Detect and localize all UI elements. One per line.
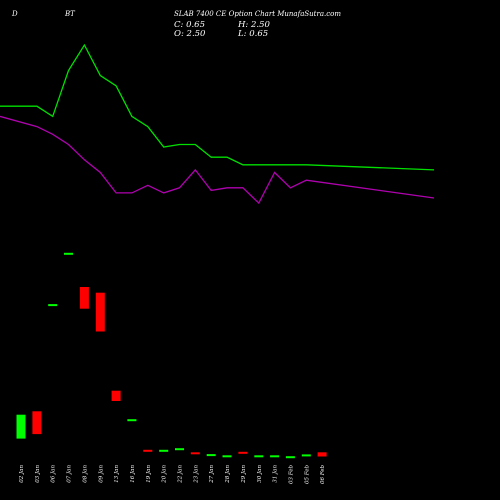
x-tick-label: 03 Feb xyxy=(288,465,294,485)
candle xyxy=(32,411,42,435)
x-tick-label: 30 Jan xyxy=(257,465,263,483)
green-line xyxy=(0,43,435,171)
x-tick-label: 28 Jan xyxy=(225,465,231,484)
x-tick-label: 06 Jan xyxy=(51,465,57,483)
candle xyxy=(317,452,327,457)
chart-title: SLAB 7400 CE Option Chart MunafaSutra.co… xyxy=(174,10,341,18)
candle xyxy=(254,455,264,458)
candle xyxy=(111,390,121,401)
candle xyxy=(190,452,200,455)
x-tick-label: 20 Jan xyxy=(162,465,168,484)
low-value: L: 0.65 xyxy=(238,29,269,39)
candle xyxy=(159,449,169,452)
candle xyxy=(222,455,232,458)
candle xyxy=(285,456,295,459)
x-tick-label: 19 Jan xyxy=(146,465,152,483)
x-tick-label: 05 Feb xyxy=(304,465,310,485)
open-value: O: 2.50 xyxy=(174,29,206,39)
x-tick-label: 13 Jan xyxy=(114,465,120,483)
candle xyxy=(206,454,216,457)
candle xyxy=(79,287,89,309)
candle xyxy=(16,414,26,439)
x-tick-label: 03 Jan xyxy=(35,465,41,483)
x-tick-label: 23 Jan xyxy=(193,465,199,484)
candles xyxy=(16,252,327,459)
x-tick-label: 06 Feb xyxy=(320,465,326,485)
candle xyxy=(270,455,280,458)
candle xyxy=(95,292,105,332)
x-tick-label: 27 Jan xyxy=(209,465,215,484)
header-left: D xyxy=(12,10,18,18)
header-mid: BT xyxy=(65,10,75,18)
x-axis-labels: 02 Jan 03 Jan 06 Jan 07 Jan 08 Jan 09 Jan 13 J… xyxy=(19,465,326,485)
candle xyxy=(64,252,73,255)
candle xyxy=(143,449,153,452)
high-value: H: 2.50 xyxy=(238,20,270,30)
candle xyxy=(301,454,311,457)
close-value: C: 0.65 xyxy=(174,20,205,30)
x-tick-label: 07 Jan xyxy=(67,465,73,483)
x-tick-label: 31 Jan xyxy=(273,465,279,483)
candle xyxy=(127,419,137,422)
x-tick-label: 02 Jan xyxy=(19,465,25,483)
x-tick-label: 16 Jan xyxy=(130,465,136,483)
indicator-lines xyxy=(0,43,435,205)
x-tick-label: 22 Jan xyxy=(178,465,184,484)
candle xyxy=(238,451,248,454)
x-tick-label: 09 Jan xyxy=(98,465,104,483)
x-tick-label: 08 Jan xyxy=(82,465,88,483)
candle xyxy=(48,304,58,307)
x-tick-label: 29 Jan xyxy=(241,465,247,484)
purple-line xyxy=(0,115,435,205)
candle xyxy=(175,448,184,451)
